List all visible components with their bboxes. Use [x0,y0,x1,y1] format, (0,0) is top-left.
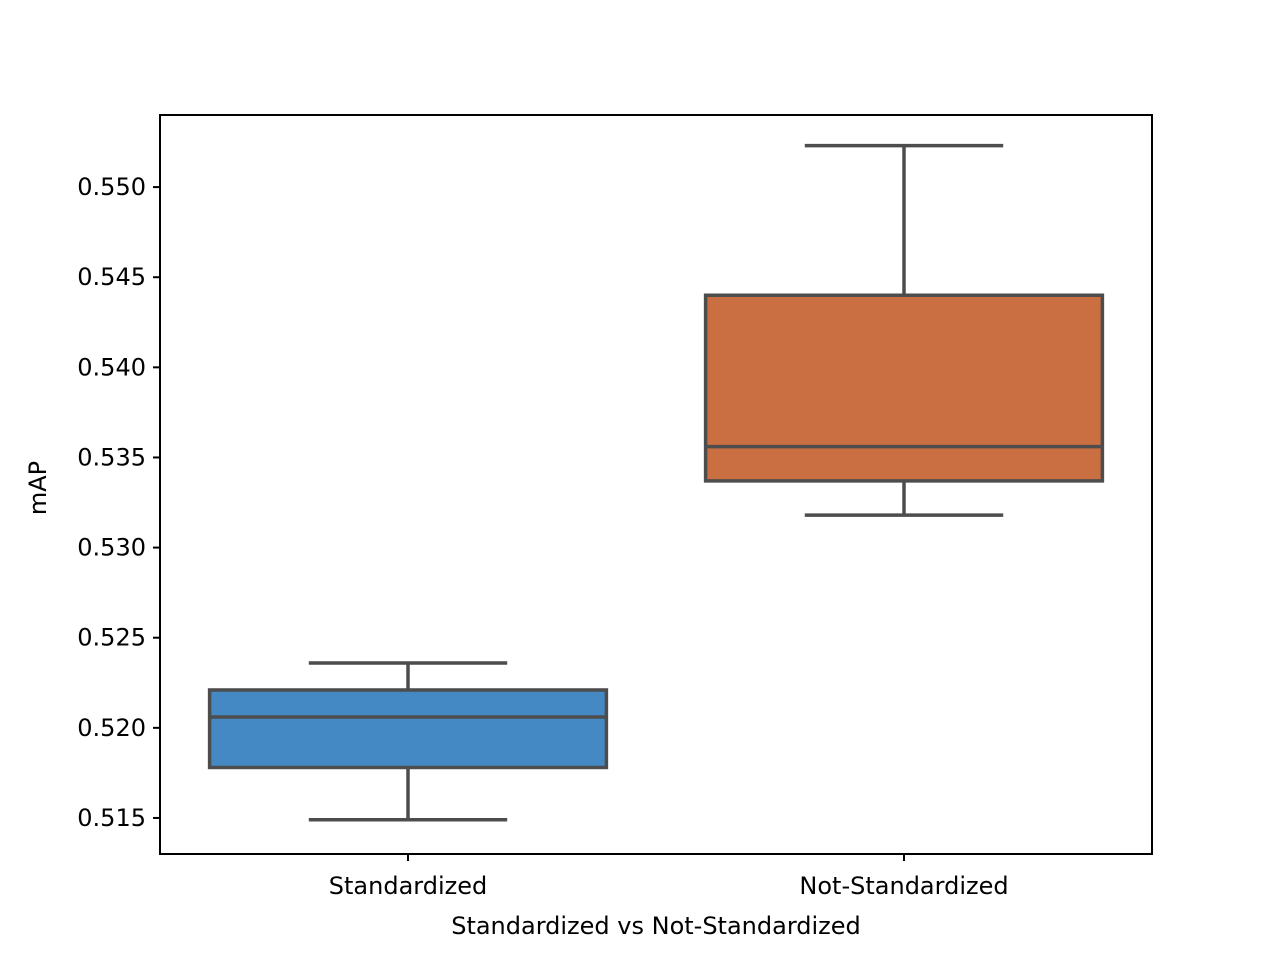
y-tick-label: 0.535 [77,443,146,471]
y-tick-label: 0.550 [77,173,146,201]
x-tick-label: Standardized [329,872,487,900]
y-axis-ticks: 0.515 0.520 0.525 0.530 0.535 0.540 0.545 0.550 [77,173,160,832]
y-tick-label: 0.530 [77,534,146,562]
y-tick-label: 0.520 [77,714,146,742]
x-tick-label: Not-Standardized [799,872,1008,900]
iqr-box [703,293,1105,483]
y-tick-label: 0.540 [77,353,146,381]
x-axis-ticks: Standardized Not-Standardized [329,854,1009,900]
box-not-standardized [703,143,1105,517]
y-tick-label: 0.515 [77,804,146,832]
plot-frame [159,114,1153,855]
boxes [207,143,1105,822]
y-axis-label: mAP [24,461,52,515]
y-tick-label: 0.525 [77,624,146,652]
iqr-box [207,688,609,770]
y-tick-label: 0.545 [77,263,146,291]
box-standardized [207,661,609,822]
x-axis-label: Standardized vs Not-Standardized [451,912,861,940]
